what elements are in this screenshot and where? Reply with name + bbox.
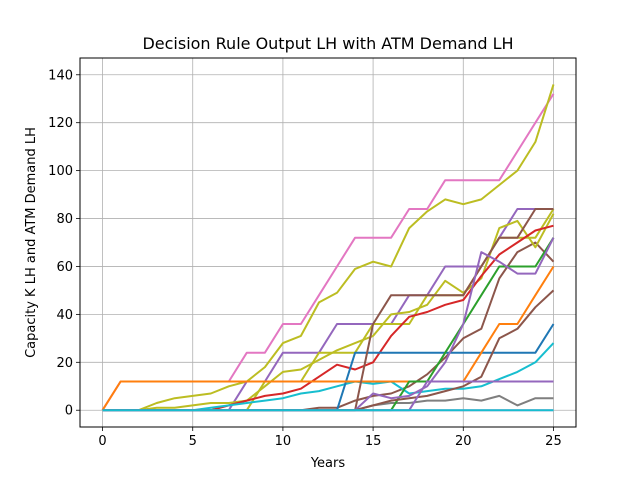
axes-frame <box>79 57 577 428</box>
axis-ticks: 0 5 10 15 20 25 0 20 40 60 80 100 120 140 <box>48 68 562 449</box>
y-axis-label: Capacity K LH and ATM Demand LH <box>24 127 39 358</box>
y-tick-label: 40 <box>56 308 73 323</box>
chart-title: Decision Rule Output LH with ATM Demand … <box>142 34 513 53</box>
x-tick-label: 15 <box>365 434 382 449</box>
x-tick-label: 0 <box>98 434 106 449</box>
y-tick-label: 80 <box>56 212 73 227</box>
y-tick-label: 20 <box>56 356 73 371</box>
series-line-demand-olive <box>102 84 555 412</box>
grid-lines <box>80 58 576 427</box>
x-tick-label: 25 <box>545 434 562 449</box>
series-group <box>101 84 555 412</box>
x-axis-label: Years <box>310 456 346 471</box>
x-tick-label: 5 <box>189 434 197 449</box>
x-tick-label: 20 <box>455 434 472 449</box>
y-tick-label: 140 <box>48 68 73 83</box>
x-tick-label: 10 <box>275 434 292 449</box>
y-tick-label: 120 <box>48 116 73 131</box>
y-tick-label: 0 <box>65 404 73 419</box>
series-line-capacity-orange <box>101 265 555 411</box>
y-tick-label: 100 <box>48 164 73 179</box>
y-tick-label: 60 <box>56 260 73 275</box>
